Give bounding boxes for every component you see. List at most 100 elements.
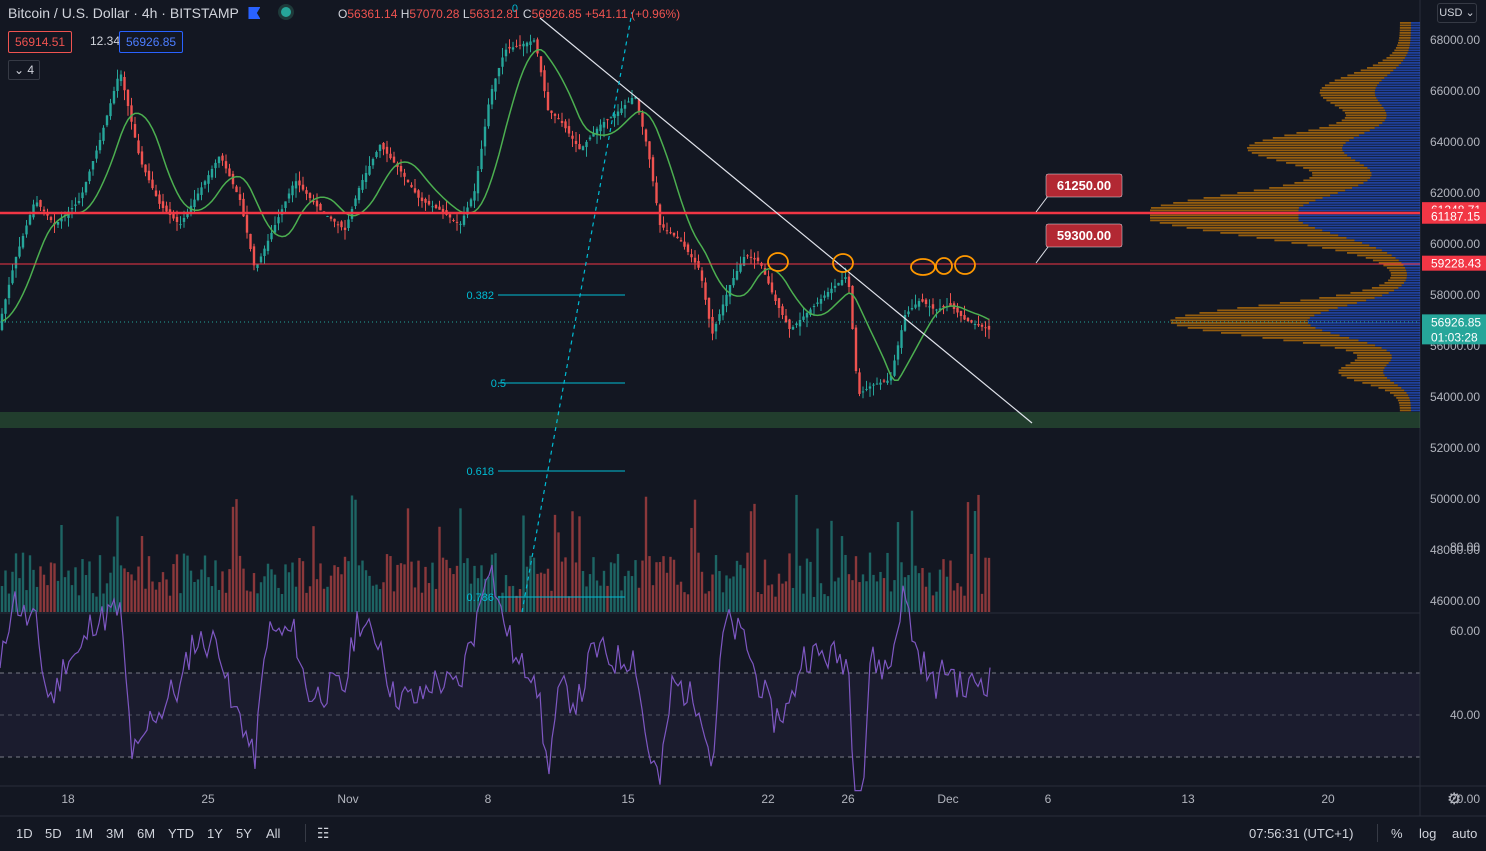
fib-retracement[interactable]: 0 0.382 0.5 0.618 0.786 [466,3,625,604]
candle-body[interactable] [200,187,203,195]
candle-body[interactable] [749,256,753,258]
range-1y-button[interactable]: 1Y [207,826,223,841]
candle-body[interactable] [578,144,581,150]
candle-body[interactable] [620,108,623,113]
candle-body[interactable] [133,124,137,138]
candle-body[interactable] [777,298,781,308]
candle-body[interactable] [756,257,760,262]
candle-body[interactable] [179,224,182,226]
candle-body[interactable] [718,314,721,321]
candle-body[interactable] [357,188,361,201]
candle-body[interactable] [235,186,238,193]
candle-body[interactable] [81,192,84,199]
candle-body[interactable] [319,203,322,211]
candle-body[interactable] [928,306,931,308]
candle-body[interactable] [144,164,147,173]
candle-body[interactable] [651,157,655,182]
candle-body[interactable] [770,282,774,293]
candle-body[interactable] [781,306,784,315]
candle-body[interactable] [501,57,504,67]
candle-body[interactable] [970,320,973,323]
candle-body[interactable] [693,257,697,263]
candle-body[interactable] [826,292,830,297]
candle-body[interactable] [518,44,522,46]
candle-body[interactable] [119,74,123,82]
candle-body[interactable] [889,375,893,381]
candle-body[interactable] [11,270,14,284]
candle-body[interactable] [931,304,935,309]
candle-body[interactable] [641,112,644,127]
candle-body[interactable] [196,193,200,200]
candle-body[interactable] [147,170,151,181]
candle-body[interactable] [249,233,252,249]
candle-body[interactable] [469,199,473,207]
candle-body[interactable] [585,141,588,148]
candle-body[interactable] [963,315,966,320]
candle-body[interactable] [74,204,77,206]
candle-body[interactable] [879,382,882,385]
candle-body[interactable] [515,45,518,47]
candle-body[interactable] [844,277,847,279]
candle-body[interactable] [312,200,315,203]
candle-body[interactable] [553,114,557,116]
candle-body[interactable] [245,215,249,233]
candle-body[interactable] [763,268,767,275]
candle-body[interactable] [851,285,854,329]
range-ytd-button[interactable]: YTD [168,826,194,841]
candle-body[interactable] [287,193,291,199]
candle-body[interactable] [487,104,490,127]
candle-body[interactable] [497,68,501,77]
candle-body[interactable] [956,307,959,313]
candle-body[interactable] [630,98,634,104]
clock-timezone[interactable]: 07:56:31 (UTC+1) [1249,826,1354,841]
calendar-icon[interactable]: ☷ [317,825,330,841]
candle-body[interactable] [462,215,466,225]
candle-body[interactable] [4,299,7,314]
candle-body[interactable] [336,224,340,226]
candle-body[interactable] [140,151,144,165]
range-6m-button[interactable]: 6M [137,826,156,841]
candle-body[interactable] [214,162,217,169]
candle-body[interactable] [231,173,235,185]
candle-body[interactable] [88,171,91,182]
candle-body[interactable] [105,115,109,126]
candle-body[interactable] [91,161,95,170]
candle-body[interactable] [371,159,375,166]
candle-body[interactable] [14,257,18,269]
candle-body[interactable] [529,41,532,45]
candle-body[interactable] [364,173,368,183]
candle-body[interactable] [980,324,984,327]
candle-body[interactable] [774,294,777,301]
candle-body[interactable] [242,198,245,217]
candle-body[interactable] [714,323,718,332]
candle-body[interactable] [137,140,140,154]
candle-body[interactable] [732,278,735,286]
fib-trend-line[interactable] [521,11,633,613]
candle-body[interactable] [441,208,445,213]
candle-body[interactable] [56,222,60,225]
candle-body[interactable] [627,101,630,103]
candle-body[interactable] [690,254,693,258]
candle-body[interactable] [868,386,872,389]
candle-body[interactable] [221,155,224,161]
candle-body[interactable] [907,311,910,315]
candle-body[interactable] [172,213,175,219]
candle-body[interactable] [966,318,970,322]
candle-body[interactable] [333,218,336,222]
candle-body[interactable] [326,216,329,217]
annotation-59300[interactable]: 59300.00 [1035,223,1123,264]
candle-body[interactable] [679,240,683,242]
candle-body[interactable] [438,206,441,210]
candle-body[interactable] [158,194,161,204]
candle-body[interactable] [329,216,333,219]
candle-body[interactable] [728,285,732,297]
buy-price-button[interactable]: 56926.85 [119,31,184,53]
candle-body[interactable] [742,257,746,266]
candle-body[interactable] [126,89,130,106]
candle-body[interactable] [721,304,725,316]
candle-body[interactable] [116,78,119,91]
candle-body[interactable] [809,309,812,316]
candle-body[interactable] [165,205,168,212]
candle-body[interactable] [343,227,347,230]
